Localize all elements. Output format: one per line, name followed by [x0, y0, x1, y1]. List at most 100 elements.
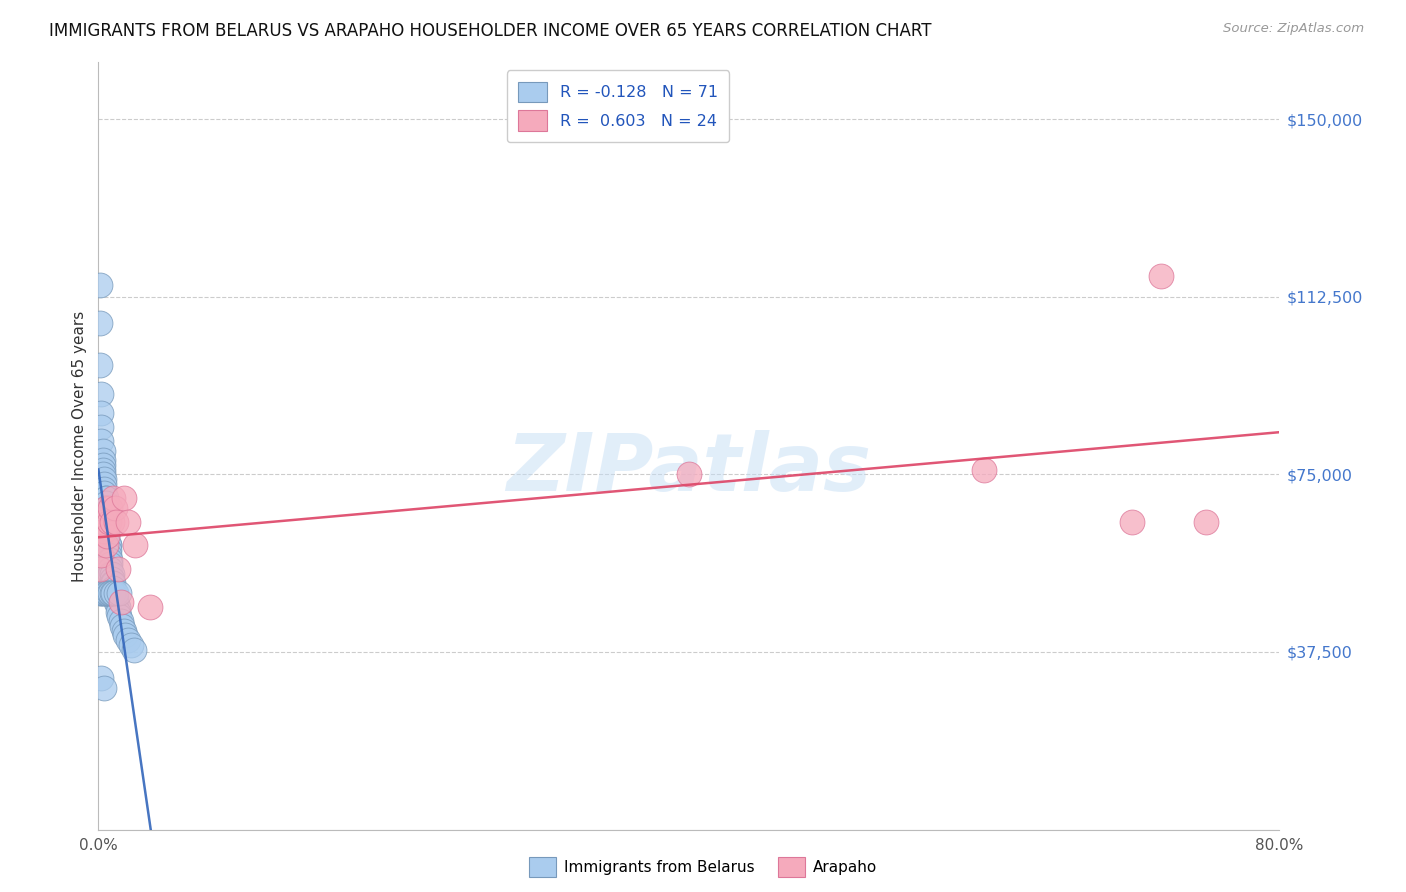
- Point: [139, 599, 162, 614]
- Point: [94, 500, 117, 515]
- Point: [100, 586, 122, 600]
- Point: [93, 586, 115, 600]
- Point: [104, 500, 127, 515]
- Point: [122, 642, 145, 657]
- Point: [1121, 515, 1143, 529]
- Point: [93, 482, 115, 496]
- Point: [100, 572, 122, 586]
- Point: [91, 458, 114, 472]
- Point: [107, 562, 129, 576]
- Point: [112, 624, 135, 638]
- Point: [103, 586, 125, 600]
- Point: [103, 491, 125, 505]
- Point: [93, 681, 115, 695]
- Point: [94, 510, 117, 524]
- Point: [97, 586, 120, 600]
- Point: [678, 467, 700, 482]
- Point: [89, 316, 111, 330]
- Point: [114, 628, 136, 642]
- Point: [100, 566, 122, 581]
- Text: Source: ZipAtlas.com: Source: ZipAtlas.com: [1223, 22, 1364, 36]
- Point: [104, 586, 127, 600]
- Point: [103, 586, 125, 600]
- Point: [117, 515, 139, 529]
- Point: [96, 533, 118, 548]
- Point: [117, 633, 139, 648]
- Point: [94, 491, 117, 505]
- Point: [107, 605, 129, 619]
- Point: [94, 538, 117, 552]
- Point: [97, 538, 120, 552]
- Point: [90, 548, 112, 562]
- Point: [112, 491, 135, 505]
- Point: [96, 510, 118, 524]
- Point: [94, 491, 117, 505]
- Point: [96, 515, 118, 529]
- Point: [89, 278, 111, 293]
- Point: [103, 576, 125, 591]
- Point: [97, 543, 120, 558]
- Point: [94, 505, 117, 519]
- Point: [97, 515, 120, 529]
- Point: [107, 599, 129, 614]
- Point: [93, 472, 115, 486]
- Point: [96, 524, 118, 539]
- Point: [94, 586, 117, 600]
- Point: [96, 529, 118, 543]
- Point: [100, 576, 122, 591]
- Point: [98, 562, 121, 576]
- Point: [108, 609, 131, 624]
- Point: [90, 420, 112, 434]
- Point: [1195, 515, 1218, 529]
- Point: [98, 500, 121, 515]
- Point: [91, 467, 114, 482]
- Point: [90, 586, 112, 600]
- Point: [97, 548, 120, 562]
- Point: [120, 638, 142, 652]
- Point: [108, 586, 131, 600]
- Point: [98, 586, 121, 600]
- Point: [97, 538, 120, 552]
- Point: [96, 529, 118, 543]
- Point: [91, 586, 114, 600]
- Point: [98, 566, 121, 581]
- Point: [93, 524, 115, 539]
- Y-axis label: Householder Income Over 65 years: Householder Income Over 65 years: [72, 310, 87, 582]
- Point: [111, 619, 134, 633]
- Point: [98, 558, 121, 572]
- Point: [93, 476, 115, 491]
- Point: [89, 586, 111, 600]
- Legend: R = -0.128   N = 71, R =  0.603   N = 24: R = -0.128 N = 71, R = 0.603 N = 24: [508, 70, 730, 142]
- Point: [90, 434, 112, 449]
- Point: [1150, 268, 1173, 283]
- Point: [124, 538, 146, 552]
- Text: IMMIGRANTS FROM BELARUS VS ARAPAHO HOUSEHOLDER INCOME OVER 65 YEARS CORRELATION : IMMIGRANTS FROM BELARUS VS ARAPAHO HOUSE…: [49, 22, 932, 40]
- Point: [97, 552, 120, 566]
- Point: [973, 463, 995, 477]
- Point: [105, 586, 128, 600]
- Point: [93, 486, 115, 500]
- Point: [98, 552, 121, 566]
- Point: [89, 562, 111, 576]
- Point: [91, 443, 114, 458]
- Point: [100, 515, 122, 529]
- Point: [105, 515, 128, 529]
- Point: [105, 591, 128, 605]
- Point: [96, 519, 118, 533]
- Text: ZIPatlas: ZIPatlas: [506, 430, 872, 508]
- Point: [96, 586, 118, 600]
- Point: [103, 581, 125, 595]
- Point: [91, 515, 114, 529]
- Point: [90, 671, 112, 685]
- Point: [94, 500, 117, 515]
- Point: [89, 359, 111, 373]
- Legend: Immigrants from Belarus, Arapaho: Immigrants from Belarus, Arapaho: [522, 849, 884, 884]
- Point: [110, 614, 132, 628]
- Point: [91, 463, 114, 477]
- Point: [105, 595, 128, 609]
- Point: [110, 595, 132, 609]
- Point: [94, 496, 117, 510]
- Point: [104, 591, 127, 605]
- Point: [91, 453, 114, 467]
- Point: [90, 406, 112, 420]
